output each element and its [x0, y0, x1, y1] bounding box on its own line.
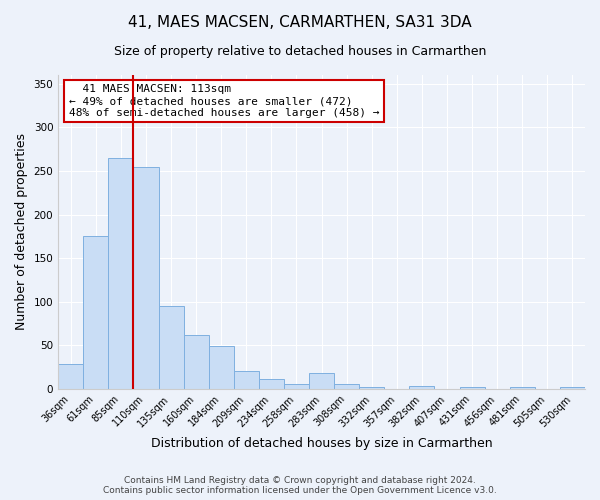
Bar	[334, 384, 359, 389]
Bar	[184, 335, 209, 389]
Bar	[510, 387, 535, 389]
Text: 41 MAES MACSEN: 113sqm
← 49% of detached houses are smaller (472)
48% of semi-de: 41 MAES MACSEN: 113sqm ← 49% of detached…	[69, 84, 379, 117]
Bar	[83, 236, 109, 389]
Bar	[309, 373, 334, 389]
Text: Contains HM Land Registry data © Crown copyright and database right 2024.
Contai: Contains HM Land Registry data © Crown c…	[103, 476, 497, 495]
X-axis label: Distribution of detached houses by size in Carmarthen: Distribution of detached houses by size …	[151, 437, 493, 450]
Text: Size of property relative to detached houses in Carmarthen: Size of property relative to detached ho…	[114, 45, 486, 58]
Bar	[460, 387, 485, 389]
Bar	[58, 364, 83, 389]
Bar	[158, 306, 184, 389]
Y-axis label: Number of detached properties: Number of detached properties	[15, 134, 28, 330]
Bar	[560, 387, 585, 389]
Bar	[259, 380, 284, 389]
Bar	[284, 384, 309, 389]
Bar	[359, 387, 385, 389]
Text: 41, MAES MACSEN, CARMARTHEN, SA31 3DA: 41, MAES MACSEN, CARMARTHEN, SA31 3DA	[128, 15, 472, 30]
Bar	[109, 158, 133, 389]
Bar	[133, 166, 158, 389]
Bar	[234, 372, 259, 389]
Bar	[209, 346, 234, 389]
Bar	[409, 386, 434, 389]
